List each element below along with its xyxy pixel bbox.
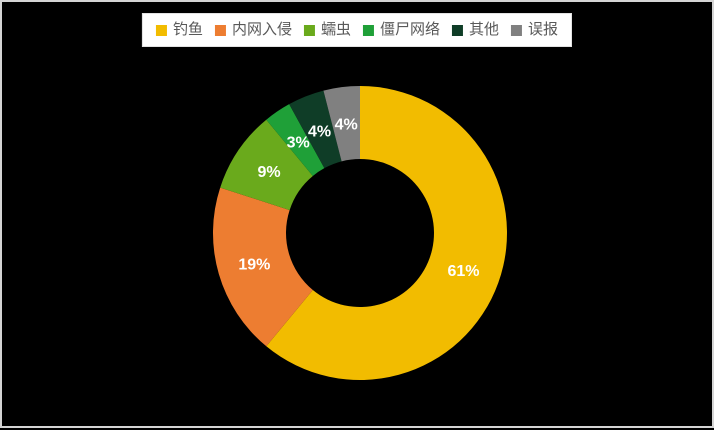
donut-slice-2[interactable] <box>212 187 313 347</box>
donut-slice-5[interactable] <box>289 90 342 169</box>
slice-value-label: 19% <box>238 256 270 273</box>
legend-item-1[interactable]: 钓鱼 <box>155 20 203 40</box>
donut-slice-1[interactable] <box>266 86 507 381</box>
legend-swatch-icon <box>303 24 315 36</box>
slice-value-label: 4% <box>308 123 331 140</box>
legend-label: 其他 <box>469 21 500 38</box>
donut-slice-4[interactable] <box>266 104 325 176</box>
legend-item-6[interactable]: 误报 <box>511 20 558 40</box>
legend-swatch-icon <box>155 24 167 36</box>
slice-value-label: 3% <box>287 135 310 152</box>
legend-label: 僵尸网络 <box>380 21 441 38</box>
slice-value-label: 4% <box>335 117 358 134</box>
legend-item-4[interactable]: 僵尸网络 <box>363 20 440 40</box>
legend-swatch-icon <box>214 24 226 36</box>
slice-value-label: 9% <box>257 164 280 181</box>
slice-value-label: 61% <box>447 263 479 280</box>
legend-item-3[interactable]: 蠕虫 <box>303 20 351 40</box>
legend-item-2[interactable]: 内网入侵 <box>214 20 292 40</box>
legend-label: 误报 <box>528 21 559 38</box>
legend-swatch-icon <box>511 24 523 36</box>
legend-item-5[interactable]: 其他 <box>452 20 499 40</box>
legend-label: 钓鱼 <box>172 21 203 38</box>
chart-legend: 钓鱼 内网入侵 蠕虫 僵尸网络 其他 误报 <box>141 13 573 47</box>
legend-label: 蠕虫 <box>320 21 351 38</box>
legend-swatch-icon <box>363 24 374 36</box>
donut-slice-6[interactable] <box>323 86 360 162</box>
donut-slice-3[interactable] <box>220 119 313 211</box>
legend-swatch-icon <box>452 24 464 36</box>
legend-label: 内网入侵 <box>231 21 292 38</box>
